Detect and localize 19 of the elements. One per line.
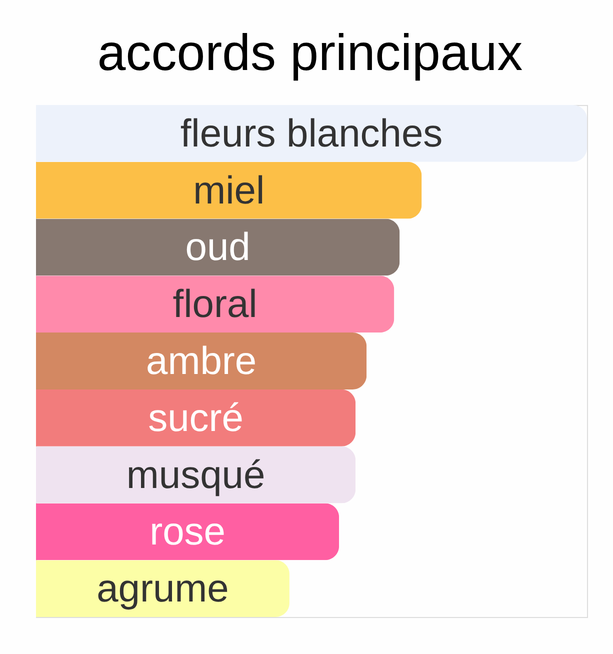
bar bbox=[36, 332, 367, 390]
bar bbox=[36, 503, 340, 560]
y-tick-label: ambre bbox=[146, 340, 257, 383]
bar bbox=[36, 389, 356, 446]
y-tick-label: rose bbox=[150, 510, 226, 554]
chart-title: accords principaux bbox=[97, 24, 523, 81]
y-tick-label: fleurs blanches bbox=[180, 112, 443, 156]
y-tick-label: floral bbox=[172, 283, 258, 326]
y-tick-label: oud bbox=[185, 226, 250, 270]
bar bbox=[36, 162, 422, 219]
bar bbox=[36, 560, 290, 617]
bar bbox=[36, 105, 587, 162]
bar bbox=[36, 218, 400, 276]
y-tick-label: sucré bbox=[148, 396, 244, 440]
y-tick-label: agrume bbox=[96, 568, 229, 611]
bar bbox=[36, 276, 394, 333]
bar bbox=[36, 446, 356, 504]
y-tick-label: miel bbox=[193, 169, 265, 212]
y-tick-label: musqué bbox=[126, 454, 266, 497]
